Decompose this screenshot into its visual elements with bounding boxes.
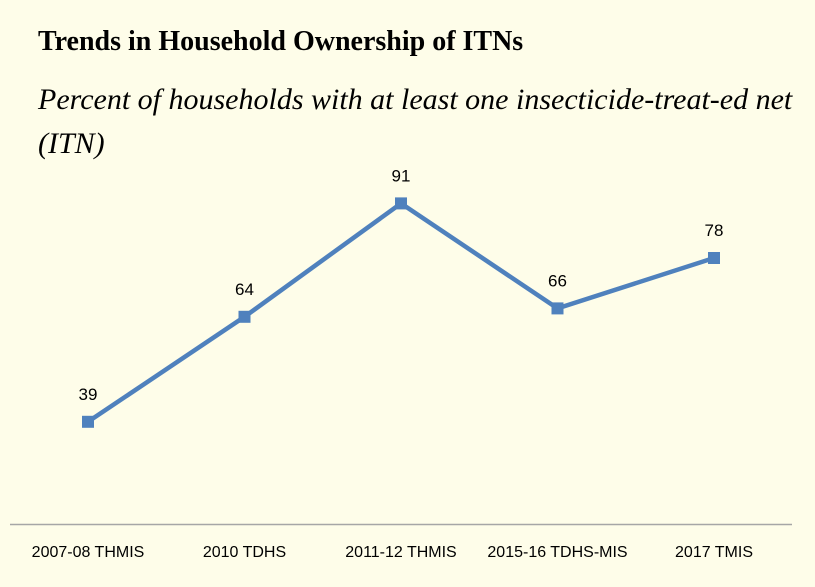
x-tick-label: 2007-08 THMIS [32, 544, 145, 561]
data-label: 66 [548, 271, 567, 290]
data-label: 39 [79, 385, 98, 404]
series-line [86, 200, 715, 424]
x-tick-label: 2011-12 THMIS [345, 544, 456, 561]
data-label: 91 [392, 166, 411, 185]
chart-subtitle: Percent of households with at least one … [38, 83, 793, 160]
data-point-marker [395, 197, 407, 210]
data-point-marker [708, 252, 720, 264]
data-label: 64 [235, 280, 254, 299]
data-point-marker [238, 310, 251, 323]
x-tick-label: 2017 TMIS [675, 544, 753, 561]
plot-area: 2007-08 THMIS 2010 TDHS 2011-12 THMIS 2015-… [32, 166, 753, 561]
data-point-marker [551, 302, 564, 315]
chart-title: Trends in Household Ownership of ITNs [38, 26, 524, 57]
x-tick-label: 2015-16 TDHS-MIS [487, 544, 627, 561]
data-point-marker [82, 415, 94, 428]
x-tick-label: 2010 TDHS [203, 544, 286, 561]
data-label: 78 [705, 221, 724, 240]
